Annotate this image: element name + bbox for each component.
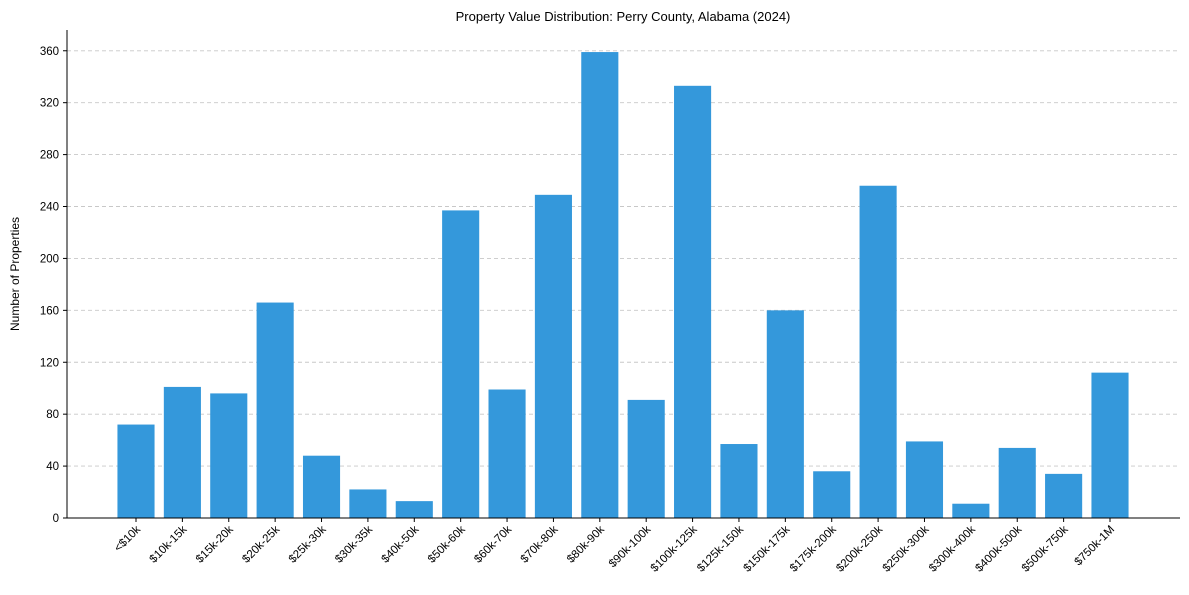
bar: [581, 52, 619, 518]
x-tick-label: $300k-400k: [927, 523, 978, 574]
axes: [66, 30, 1180, 519]
bar: [395, 501, 433, 518]
y-axis-label: Number of Properties: [8, 217, 22, 331]
y-tick-label: 320: [40, 98, 59, 110]
bar: [674, 85, 712, 519]
y-tick-label: 160: [40, 305, 59, 317]
x-tick-label: $250k-300k: [881, 523, 932, 574]
x-tick-label: $400k-500k: [973, 523, 1024, 574]
chart-title: Property Value Distribution: Perry Count…: [456, 9, 791, 24]
x-tick-label: $100k-125k: [649, 523, 700, 574]
bar: [256, 302, 294, 518]
x-tick-label: $80k-90k: [565, 523, 607, 565]
x-tick-label: $30k-35k: [333, 523, 375, 565]
x-tick-label: $150k-175k: [741, 523, 792, 574]
bar: [998, 447, 1036, 518]
y-tick-label: 120: [40, 357, 59, 369]
x-tick-label: $125k-150k: [695, 523, 746, 574]
y-tick-label: 240: [40, 202, 59, 214]
bar: [1045, 473, 1083, 518]
bar: [1091, 372, 1129, 518]
bar: [627, 399, 665, 518]
bar: [442, 210, 480, 519]
x-tick-label: $20k-25k: [240, 523, 282, 565]
bar: [905, 441, 944, 518]
x-tick-label: $25k-30k: [287, 523, 329, 565]
x-tick-label: $10k-15k: [148, 523, 190, 565]
bar: [859, 185, 897, 518]
y-tick-label: 40: [46, 461, 59, 473]
bar: [488, 389, 526, 518]
x-tick-label: $50k-60k: [426, 523, 468, 565]
bar: [117, 424, 155, 518]
x-tick-label: $500k-750k: [1020, 523, 1071, 574]
x-tick-label: $90k-100k: [607, 523, 654, 570]
y-tick-label: 0: [53, 513, 59, 525]
y-tick-label: 80: [46, 409, 59, 421]
bar: [813, 471, 851, 518]
y-axis-ticks: 0 40 80 120 160 200 240 280 320 360: [40, 46, 67, 525]
bar: [302, 455, 341, 518]
y-tick-label: 280: [40, 150, 59, 162]
x-tick-label: $750k-1M: [1072, 524, 1117, 569]
y-tick-label: 200: [40, 253, 59, 265]
bar: [349, 489, 387, 518]
x-tick-label: $60k-70k: [472, 523, 514, 565]
y-tick-label: 360: [40, 46, 59, 58]
x-tick-label: $40k-50k: [379, 523, 421, 565]
x-tick-label: $200k-250k: [834, 523, 885, 574]
bar: [163, 386, 201, 518]
x-axis-ticks: <$10k $10k-15k $15k-20k $20k-25k $25k-30k $30…: [112, 518, 1117, 575]
x-tick-label: <$10k: [112, 523, 143, 554]
bar: [534, 194, 572, 519]
bar: [210, 393, 248, 518]
x-tick-label: $70k-80k: [519, 523, 561, 565]
bars: [117, 52, 1129, 519]
bar: [952, 503, 990, 518]
bar: [720, 444, 758, 518]
x-tick-label: $15k-20k: [194, 523, 236, 565]
gridlines: [67, 50, 1180, 467]
x-tick-label: $175k-200k: [788, 523, 839, 574]
bar: [766, 310, 804, 518]
